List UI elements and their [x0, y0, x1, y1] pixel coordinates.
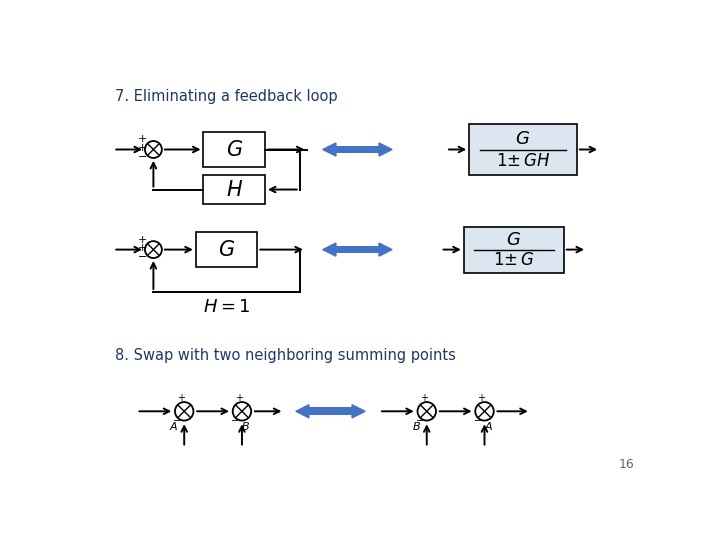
- Text: $A$: $A$: [484, 420, 493, 432]
- Text: $B$: $B$: [241, 420, 251, 432]
- Polygon shape: [323, 243, 336, 256]
- Bar: [204, 175, 265, 204]
- Text: $H=1$: $H=1$: [203, 298, 251, 316]
- Text: +: +: [177, 393, 185, 403]
- Polygon shape: [379, 143, 392, 156]
- Text: $G$: $G$: [225, 139, 243, 159]
- Text: $A$: $A$: [169, 420, 179, 432]
- Text: +: +: [477, 393, 485, 403]
- Polygon shape: [323, 143, 336, 156]
- Text: −: −: [138, 252, 148, 262]
- Text: $G$: $G$: [218, 240, 235, 260]
- Text: −: −: [231, 416, 239, 426]
- Bar: [336, 246, 379, 253]
- Bar: [469, 125, 577, 174]
- Text: 7. Eliminating a feedback loop: 7. Eliminating a feedback loop: [115, 90, 338, 104]
- Text: −: −: [138, 152, 148, 162]
- Bar: [464, 226, 564, 273]
- Text: −: −: [174, 416, 181, 426]
- Text: +: +: [138, 134, 148, 145]
- Polygon shape: [296, 405, 309, 418]
- Bar: [336, 146, 379, 153]
- Text: $1±\,G$: $1±\,G$: [493, 251, 534, 269]
- Bar: [309, 408, 352, 415]
- Polygon shape: [352, 405, 365, 418]
- Text: $G$: $G$: [506, 231, 521, 249]
- Text: +: +: [138, 243, 148, 253]
- Text: $B$: $B$: [413, 420, 421, 432]
- Text: +: +: [138, 234, 148, 245]
- Text: +: +: [420, 393, 428, 403]
- Text: −: −: [415, 416, 424, 426]
- Text: $H$: $H$: [225, 179, 243, 200]
- Text: $G$: $G$: [516, 131, 531, 149]
- Text: 16: 16: [619, 458, 634, 471]
- Text: +: +: [235, 393, 243, 403]
- Bar: [204, 132, 265, 167]
- Text: −: −: [474, 416, 482, 426]
- Text: $1±\,GH$: $1±\,GH$: [496, 152, 550, 170]
- Text: 8. Swap with two neighboring summing points: 8. Swap with two neighboring summing poi…: [115, 348, 456, 363]
- Text: +: +: [138, 143, 148, 153]
- Bar: [196, 232, 257, 267]
- Polygon shape: [379, 243, 392, 256]
